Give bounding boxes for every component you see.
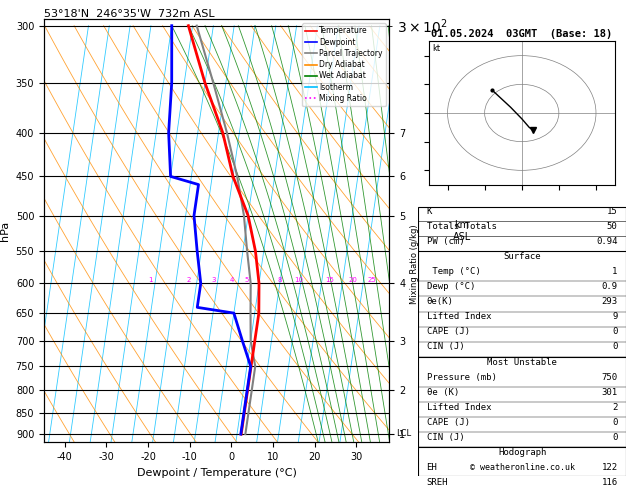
Text: 50: 50	[607, 222, 618, 231]
Text: 116: 116	[601, 478, 618, 486]
Text: 1: 1	[612, 267, 618, 276]
Text: Lifted Index: Lifted Index	[426, 312, 491, 321]
Text: CAPE (J): CAPE (J)	[426, 328, 470, 336]
Text: 0.94: 0.94	[596, 237, 618, 246]
Text: © weatheronline.co.uk: © weatheronline.co.uk	[470, 463, 574, 472]
Text: 25: 25	[367, 278, 376, 283]
Text: 122: 122	[601, 463, 618, 472]
Text: 9: 9	[612, 312, 618, 321]
Text: θe (K): θe (K)	[426, 388, 459, 397]
Text: Dewp (°C): Dewp (°C)	[426, 282, 475, 291]
Text: 2: 2	[612, 403, 618, 412]
Text: 8: 8	[277, 278, 282, 283]
Text: Mixing Ratio (g/kg): Mixing Ratio (g/kg)	[410, 225, 419, 305]
Text: 750: 750	[601, 373, 618, 382]
Text: 15: 15	[607, 207, 618, 216]
Text: Most Unstable: Most Unstable	[487, 358, 557, 366]
Legend: Temperature, Dewpoint, Parcel Trajectory, Dry Adiabat, Wet Adiabat, Isotherm, Mi: Temperature, Dewpoint, Parcel Trajectory…	[303, 23, 386, 106]
Y-axis label: hPa: hPa	[0, 221, 10, 241]
Text: Lifted Index: Lifted Index	[426, 403, 491, 412]
Text: CIN (J): CIN (J)	[426, 343, 464, 351]
X-axis label: Dewpoint / Temperature (°C): Dewpoint / Temperature (°C)	[137, 468, 297, 478]
Text: 15: 15	[325, 278, 334, 283]
Text: 4: 4	[230, 278, 234, 283]
Text: LCL: LCL	[396, 429, 411, 438]
Text: Totals Totals: Totals Totals	[426, 222, 496, 231]
Text: 1: 1	[148, 278, 153, 283]
Text: 53°18'N  246°35'W  732m ASL: 53°18'N 246°35'W 732m ASL	[44, 9, 214, 18]
Text: 0: 0	[612, 418, 618, 427]
Text: EH: EH	[426, 463, 437, 472]
Text: 0: 0	[612, 433, 618, 442]
Text: 0: 0	[612, 343, 618, 351]
Text: 0.9: 0.9	[601, 282, 618, 291]
Text: PW (cm): PW (cm)	[426, 237, 464, 246]
Text: 3: 3	[211, 278, 216, 283]
Text: Surface: Surface	[503, 252, 541, 261]
Text: 01.05.2024  03GMT  (Base: 18): 01.05.2024 03GMT (Base: 18)	[431, 29, 613, 38]
Text: 0: 0	[612, 328, 618, 336]
Text: CAPE (J): CAPE (J)	[426, 418, 470, 427]
Text: 2: 2	[186, 278, 191, 283]
Y-axis label: km
ASL: km ASL	[453, 220, 471, 242]
Text: Temp (°C): Temp (°C)	[426, 267, 481, 276]
Text: θe(K): θe(K)	[426, 297, 454, 306]
Text: 5: 5	[244, 278, 248, 283]
Text: K: K	[426, 207, 432, 216]
Text: 301: 301	[601, 388, 618, 397]
Text: CIN (J): CIN (J)	[426, 433, 464, 442]
Text: 293: 293	[601, 297, 618, 306]
Text: SREH: SREH	[426, 478, 448, 486]
Text: Pressure (mb): Pressure (mb)	[426, 373, 496, 382]
Text: 10: 10	[294, 278, 303, 283]
Text: kt: kt	[433, 44, 441, 53]
Text: 20: 20	[348, 278, 357, 283]
Text: Hodograph: Hodograph	[498, 448, 546, 457]
